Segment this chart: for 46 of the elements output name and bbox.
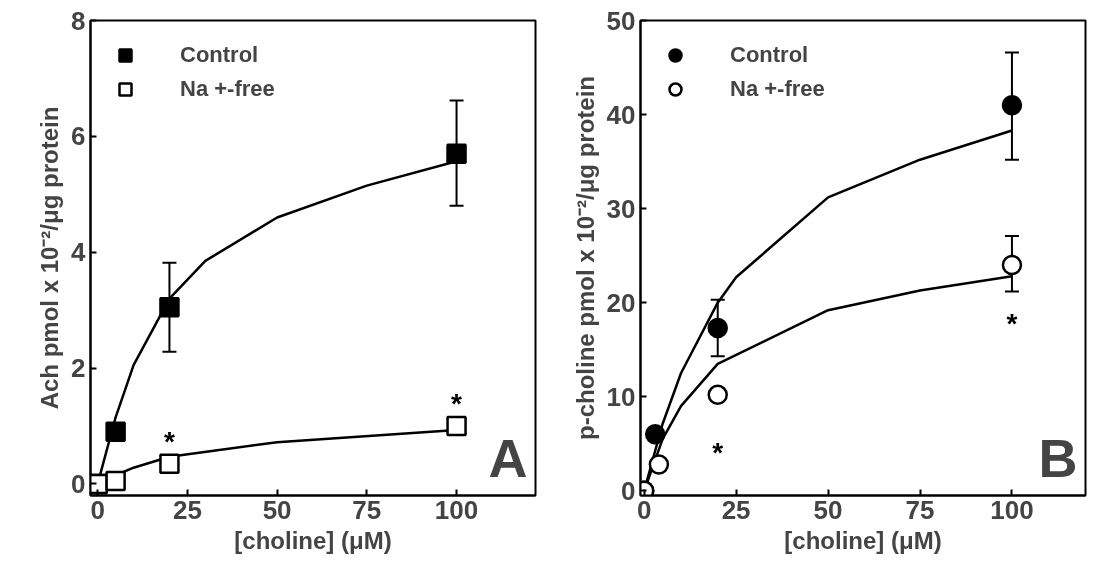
y-tick-label: 2	[71, 353, 86, 384]
y-tick-label: 30	[606, 193, 636, 224]
annotation: *	[1006, 307, 1018, 339]
x-tick-label: 25	[721, 494, 751, 525]
point	[1001, 94, 1023, 116]
x-tick-label: 75	[352, 494, 382, 525]
x-tick-label: 50	[813, 494, 843, 525]
y-tick-label: 50	[606, 5, 636, 36]
y-tick-label: 4	[71, 237, 87, 268]
annotation: *	[712, 437, 724, 469]
x-tick-label: 25	[172, 494, 202, 525]
x-axis-title: [choline] (μM)	[784, 526, 942, 554]
y-tick-label: 40	[606, 99, 636, 130]
y-axis-title: p-choline pmol x 10⁻²/μg protein	[571, 75, 599, 441]
annotation: B	[1038, 427, 1078, 488]
legend-label: Na +-free	[730, 76, 825, 102]
point	[446, 415, 467, 437]
y-tick-label: 0	[621, 475, 636, 506]
x-tick-label: 100	[434, 494, 479, 525]
legend-label: Control	[730, 42, 809, 68]
y-tick-label: 10	[606, 381, 636, 412]
annotation: *	[451, 388, 463, 420]
point	[1001, 254, 1023, 276]
y-tick-label: 20	[606, 287, 636, 318]
x-tick-label: 100	[990, 494, 1034, 525]
point	[159, 296, 180, 318]
x-tick-label: 0	[90, 494, 105, 525]
point	[707, 384, 728, 406]
y-tick-label: 0	[71, 468, 86, 499]
point	[105, 470, 126, 492]
point	[648, 454, 670, 475]
y-axis-title: Ach pmol x 10⁻²/μg protein	[36, 106, 64, 410]
point	[159, 453, 180, 474]
annotation: *	[164, 426, 175, 458]
x-tick-label: 50	[262, 494, 292, 525]
x-tick-label: 75	[905, 494, 935, 525]
point	[105, 421, 126, 443]
point	[707, 317, 728, 339]
point	[644, 424, 666, 445]
annotation: A	[488, 427, 528, 488]
y-tick-label: 6	[71, 121, 86, 152]
y-tick-label: 8	[71, 5, 86, 36]
legend-label: Na +-free	[180, 76, 275, 102]
point	[446, 143, 467, 164]
x-axis-title: [choline] (μM)	[234, 526, 392, 554]
legend-label: Control	[180, 42, 259, 68]
